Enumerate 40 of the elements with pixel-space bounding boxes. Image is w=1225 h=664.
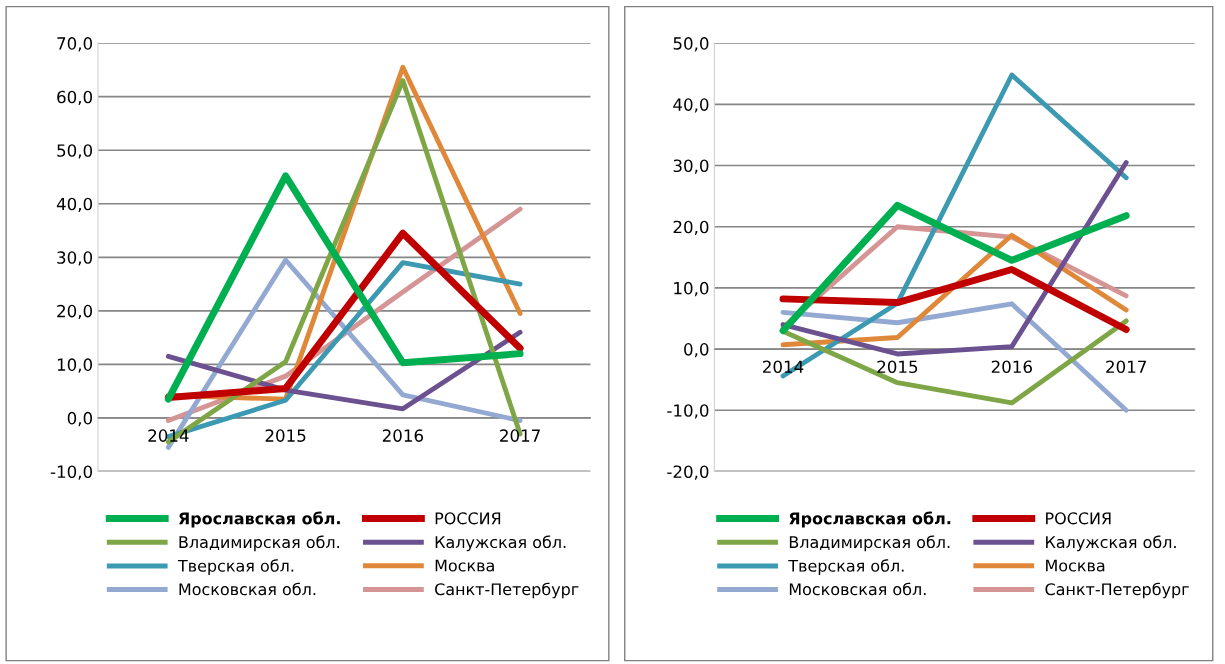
y-tick-label: -10,0 — [667, 404, 709, 419]
y-tick-label: 60,0 — [57, 90, 93, 105]
y-tick-label: 40,0 — [673, 98, 709, 113]
legend-label: Ярославская обл. — [178, 511, 340, 528]
legend-label: Московская обл. — [179, 582, 316, 596]
x-tick-label: 2017 — [1106, 360, 1146, 374]
legend-label: Московская обл. — [789, 582, 926, 596]
legend-label: Москва — [1046, 559, 1105, 572]
legend-label: Санкт-Петербург — [435, 582, 579, 599]
legend-label: Санкт-Петербург — [1045, 582, 1189, 599]
line-series — [780, 160, 1129, 357]
legend-label: РОССИЯ — [1046, 512, 1111, 525]
legend-label: Владимирская обл. — [179, 535, 339, 552]
x-tick-label: 2016 — [991, 360, 1032, 374]
legend-label: Калужская обл. — [1046, 535, 1176, 552]
legend-label: Владимирская обл. — [789, 535, 950, 552]
y-tick-label: 70,0 — [57, 37, 93, 52]
y-tick-label: 0,0 — [67, 411, 93, 427]
y-tick-label: 50,0 — [57, 144, 93, 159]
x-tick-label: 2015 — [877, 360, 918, 374]
x-tick-label: 2017 — [500, 429, 540, 442]
legend-label: РОССИЯ — [435, 512, 501, 525]
y-tick-label: 20,0 — [57, 304, 93, 320]
legend-label: Москва — [435, 559, 494, 572]
y-tick-label: -10,0 — [50, 465, 93, 480]
legend-label: Тверская обл. — [788, 559, 904, 575]
y-tick-label: 30,0 — [673, 159, 709, 174]
y-tick-label: 50,0 — [673, 37, 709, 52]
legend-label: Тверская обл. — [177, 559, 294, 575]
legend-label: Калужская обл. — [435, 535, 566, 552]
y-tick-label: 10,0 — [57, 358, 93, 373]
x-tick-label: 2016 — [382, 429, 424, 442]
y-tick-label: 10,0 — [674, 281, 709, 297]
y-tick-label: 0,0 — [684, 343, 709, 358]
x-tick-label: 2015 — [265, 429, 306, 442]
y-tick-label: 30,0 — [57, 251, 93, 266]
y-tick-label: -20,0 — [667, 465, 709, 480]
y-tick-label: 20,0 — [673, 220, 709, 235]
y-tick-label: 40,0 — [56, 197, 93, 213]
legend-label: Ярославская обл. — [789, 511, 951, 528]
